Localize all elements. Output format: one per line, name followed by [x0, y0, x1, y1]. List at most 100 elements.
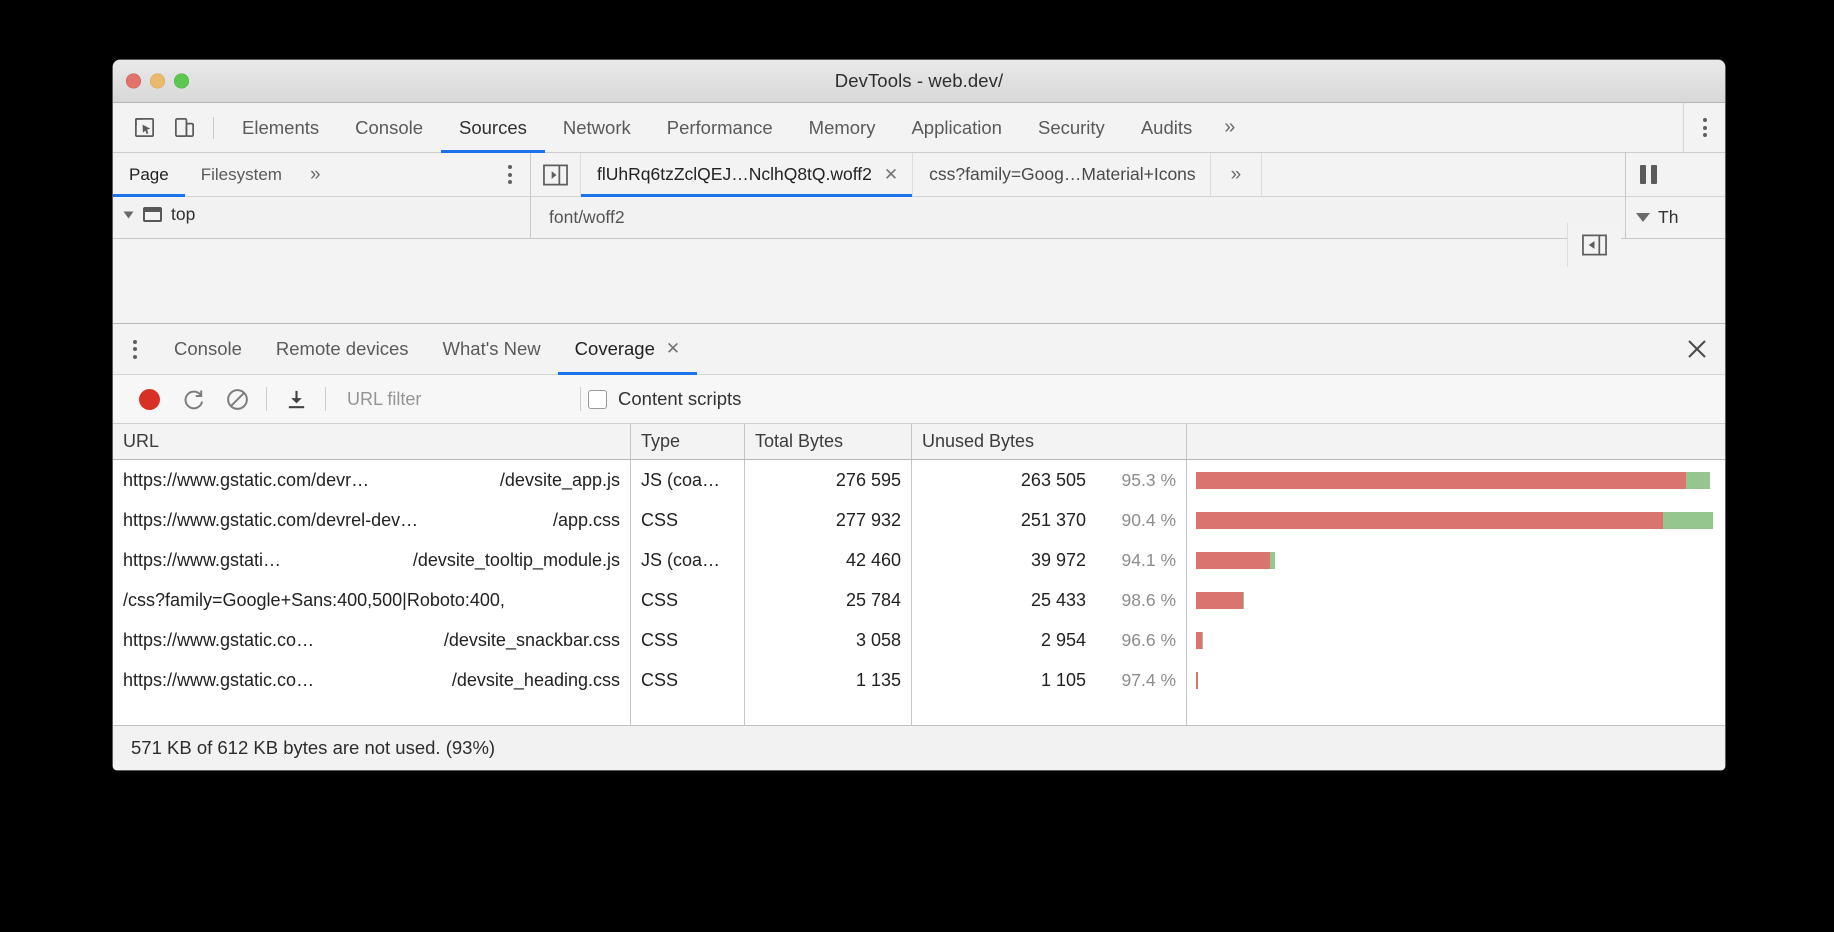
table-body: https://www.gstatic.com/devr… /devsite_a…: [113, 460, 1725, 725]
navigator-tab-page[interactable]: Page: [113, 153, 185, 197]
tab-network[interactable]: Network: [562, 116, 631, 138]
cell-unused-bytes: 25 433 98.6 %: [912, 580, 1187, 620]
unused-percent: 94.1 %: [1121, 549, 1176, 570]
drawer-tabbar: Console Remote devices What's New Covera…: [113, 324, 1725, 375]
tab-security[interactable]: Security: [1037, 116, 1105, 138]
cell-unused-bytes: 39 972 94.1 %: [912, 540, 1187, 580]
file-tab-woff2[interactable]: flUhRq6tzZclQEJ…NclhQ8tQ.woff2 ✕: [581, 153, 914, 197]
drawer-tab-whats-new[interactable]: What's New: [442, 338, 541, 359]
table-row[interactable]: https://www.gstatic.com/devrel-dev… /app…: [113, 500, 1725, 540]
cell-type: CSS: [631, 660, 745, 700]
close-window-button[interactable]: [126, 73, 141, 89]
cell-type: JS (coa…: [631, 460, 745, 500]
more-options-icon[interactable]: [1683, 102, 1725, 153]
used-segment: [1243, 591, 1244, 609]
file-tab-css-family[interactable]: css?family=Goog…Material+Icons: [913, 153, 1211, 196]
column-header-url[interactable]: URL: [113, 424, 631, 459]
tree-item-top[interactable]: top: [123, 204, 530, 225]
show-navigator-icon[interactable]: [531, 153, 581, 196]
table-row[interactable]: https://www.gstati… /devsite_tooltip_mod…: [113, 540, 1725, 580]
coverage-bar: [1196, 471, 1711, 489]
close-drawer-icon[interactable]: [1669, 324, 1725, 374]
tab-application[interactable]: Application: [911, 116, 1002, 138]
unused-segment: [1196, 671, 1199, 689]
export-icon[interactable]: [274, 377, 318, 421]
column-header-type[interactable]: Type: [631, 424, 745, 459]
panel-overflow-chevron-icon[interactable]: »: [1224, 116, 1236, 138]
column-header-unused-bytes[interactable]: Unused Bytes: [912, 424, 1187, 459]
unused-segment: [1196, 471, 1687, 489]
navigator-more-options-icon[interactable]: [490, 153, 530, 196]
content-scripts-label: Content scripts: [618, 388, 742, 409]
table-row[interactable]: https://www.gstatic.com/devr… /devsite_a…: [113, 460, 1725, 500]
url-file: /devsite_snackbar.css: [443, 629, 620, 650]
content-scripts-checkbox-group[interactable]: Content scripts: [588, 388, 741, 410]
unused-value: 39 972: [1030, 549, 1086, 570]
column-header-total-bytes[interactable]: Total Bytes: [745, 424, 912, 459]
tab-console[interactable]: Console: [355, 116, 424, 138]
table-header-row: URL Type Total Bytes Unused Bytes: [113, 424, 1725, 460]
url-file: /devsite_heading.css: [451, 669, 620, 690]
url-filter-input[interactable]: URL filter: [347, 388, 422, 409]
tab-memory[interactable]: Memory: [808, 116, 876, 138]
zoom-window-button[interactable]: [174, 73, 189, 89]
window-title: DevTools - web.dev/: [834, 70, 1004, 91]
device-toolbar-icon[interactable]: [167, 111, 201, 145]
drawer-tab-coverage[interactable]: Coverage ✕: [557, 324, 698, 375]
navigator-tab-filesystem[interactable]: Filesystem: [200, 164, 282, 184]
table-empty-area: [113, 700, 1725, 725]
chevron-down-icon[interactable]: [1636, 212, 1650, 222]
debugger-threads-section[interactable]: Th: [1626, 197, 1725, 239]
clear-icon[interactable]: [215, 377, 259, 421]
debugger-section-label: Th: [1658, 206, 1679, 227]
drawer-tab-console[interactable]: Console: [174, 338, 242, 359]
column-header-bar[interactable]: [1187, 424, 1725, 459]
close-icon[interactable]: ✕: [883, 164, 899, 184]
inspect-element-icon[interactable]: [127, 111, 161, 145]
minimize-window-button[interactable]: [150, 73, 165, 89]
tab-audits[interactable]: Audits: [1140, 116, 1193, 138]
table-row[interactable]: https://www.gstatic.co… /devsite_heading…: [113, 660, 1725, 700]
navigator-tabbar: Page Filesystem »: [113, 153, 530, 197]
debugger-toolbar: [1626, 153, 1725, 197]
column-label: Total Bytes: [755, 431, 844, 451]
close-icon[interactable]: ✕: [665, 339, 681, 358]
unused-segment: [1196, 511, 1664, 529]
expand-triangle-icon[interactable]: [123, 211, 134, 218]
coverage-status-bar: 571 KB of 612 KB bytes are not used. (93…: [113, 725, 1725, 770]
file-tabs-overflow-chevron-icon[interactable]: »: [1211, 153, 1263, 196]
cell-total-bytes: 277 932: [745, 500, 912, 540]
content-scripts-checkbox[interactable]: [588, 389, 607, 409]
table-row[interactable]: /css?family=Google+Sans:400,500|Roboto:4…: [113, 580, 1725, 620]
tab-elements[interactable]: Elements: [242, 116, 320, 138]
tab-performance[interactable]: Performance: [666, 116, 773, 138]
cell-type: CSS: [631, 500, 745, 540]
coverage-bar: [1196, 591, 1244, 609]
cell-type: CSS: [631, 580, 745, 620]
tab-sources[interactable]: Sources: [441, 103, 545, 153]
table-row[interactable]: https://www.gstatic.co… /devsite_snackba…: [113, 620, 1725, 660]
sources-panel: Page Filesystem » top: [113, 153, 1725, 239]
window-controls: [126, 73, 189, 89]
url-file: /devsite_app.js: [499, 469, 620, 490]
url-prefix: https://www.gstati…: [123, 549, 282, 570]
main-toolbar-right: [1683, 102, 1725, 153]
main-panel-tabbar: Elements Console Sources Network Perform…: [113, 102, 1725, 153]
unused-value: 251 370: [1020, 509, 1086, 530]
show-debugger-icon[interactable]: [1567, 223, 1621, 267]
unused-percent: 96.6 %: [1121, 629, 1176, 650]
tree-item-label: top: [171, 204, 196, 224]
unused-percent: 97.4 %: [1121, 669, 1176, 690]
reload-icon[interactable]: [171, 377, 215, 421]
cell-coverage-bar: [1187, 460, 1725, 500]
more-tools-icon[interactable]: [113, 324, 157, 374]
pause-script-icon[interactable]: [1640, 164, 1657, 184]
drawer: Console Remote devices What's New Covera…: [113, 323, 1725, 770]
drawer-tab-remote-devices[interactable]: Remote devices: [275, 338, 409, 359]
cell-total-bytes: 3 058: [745, 620, 912, 660]
toolbar-divider: [580, 387, 581, 411]
cell-type: CSS: [631, 620, 745, 660]
frame-icon: [143, 207, 162, 222]
record-button[interactable]: [127, 377, 171, 421]
navigator-overflow-chevron-icon[interactable]: »: [309, 163, 321, 185]
